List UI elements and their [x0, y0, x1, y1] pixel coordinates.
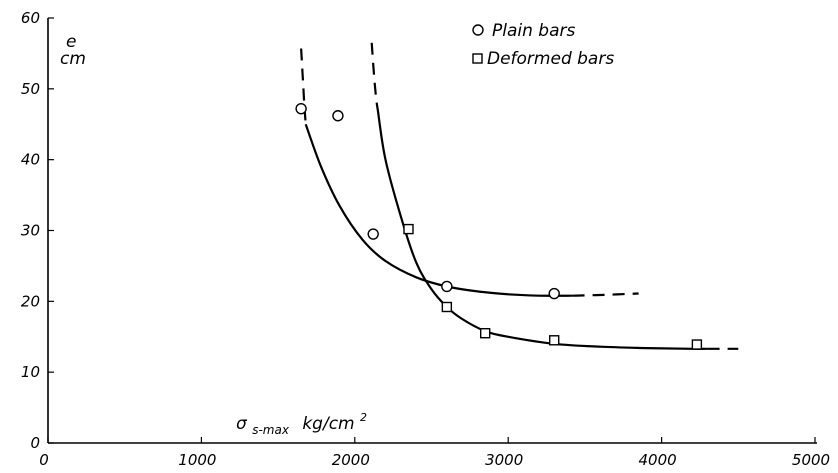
fit-curve-plain-bars — [304, 123, 573, 297]
x-tick-label: 1000 — [178, 451, 216, 469]
x-axis-title: σ s-max kg/cm 2 — [236, 411, 367, 439]
data-point-deformed-bars — [691, 339, 703, 350]
fit-curve-dashed-end-plain-bars — [572, 292, 639, 297]
legend-item-plain-bars: Plain bars — [472, 21, 575, 41]
fit-curve-dashed-start-deformed-bars — [370, 42, 379, 111]
axes — [47, 17, 817, 444]
x-tick-label: 3000 — [485, 451, 523, 469]
legend: Plain bars Deformed bars — [472, 21, 614, 69]
x-tick-label: 5000 — [792, 451, 830, 469]
y-tick-label: 50 — [21, 80, 40, 98]
y-axis-title-line2: cm — [60, 49, 86, 69]
y-tick-label: 30 — [21, 222, 40, 240]
x-tick-label: 4000 — [639, 451, 677, 469]
y-axis-title-line1: e — [66, 32, 76, 52]
fit-curves — [300, 42, 739, 350]
data-markers — [295, 102, 703, 350]
data-point-plain-bars — [441, 280, 453, 293]
legend-label-deformed-bars: Deformed bars — [487, 49, 614, 69]
legend-square-marker — [472, 53, 483, 64]
data-point-deformed-bars — [441, 301, 453, 313]
data-point-deformed-bars — [479, 328, 491, 339]
x-axis-title-subscript: s-max — [252, 423, 290, 437]
data-point-deformed-bars — [549, 335, 560, 346]
tick-labels: 0 10 20 30 40 50 60 0 1000 2000 3000 4000 5000 — [21, 9, 830, 469]
data-point-plain-bars — [295, 102, 307, 115]
data-point-plain-bars — [548, 287, 560, 300]
svg-text:σ s-max kg/cm: σ s-max kg/cm 2 — [236, 411, 367, 439]
data-point-plain-bars — [332, 110, 344, 122]
y-tick-label: 60 — [21, 9, 40, 27]
x-axis-title-superscript: 2 — [360, 411, 367, 424]
y-tick-label: 0 — [30, 434, 40, 452]
legend-item-deformed-bars: Deformed bars — [472, 49, 614, 69]
data-point-deformed-bars — [403, 223, 414, 235]
legend-label-plain-bars: Plain bars — [492, 21, 575, 41]
x-tick-label: 2000 — [332, 451, 370, 469]
legend-circle-marker — [472, 24, 484, 36]
y-tick-label: 10 — [21, 363, 40, 381]
fit-curve-deformed-bars — [376, 109, 708, 350]
data-point-plain-bars — [367, 228, 379, 240]
y-axis-title: e cm — [60, 32, 86, 69]
y-tick-label: 20 — [21, 292, 40, 310]
x-axis-title-symbol: σ — [236, 414, 248, 434]
fit-curve-dashed-start-plain-bars — [300, 48, 307, 125]
x-tick-label: 0 — [39, 451, 49, 469]
x-axis-title-units: kg/cm — [302, 414, 354, 434]
y-tick-label: 40 — [21, 151, 40, 169]
